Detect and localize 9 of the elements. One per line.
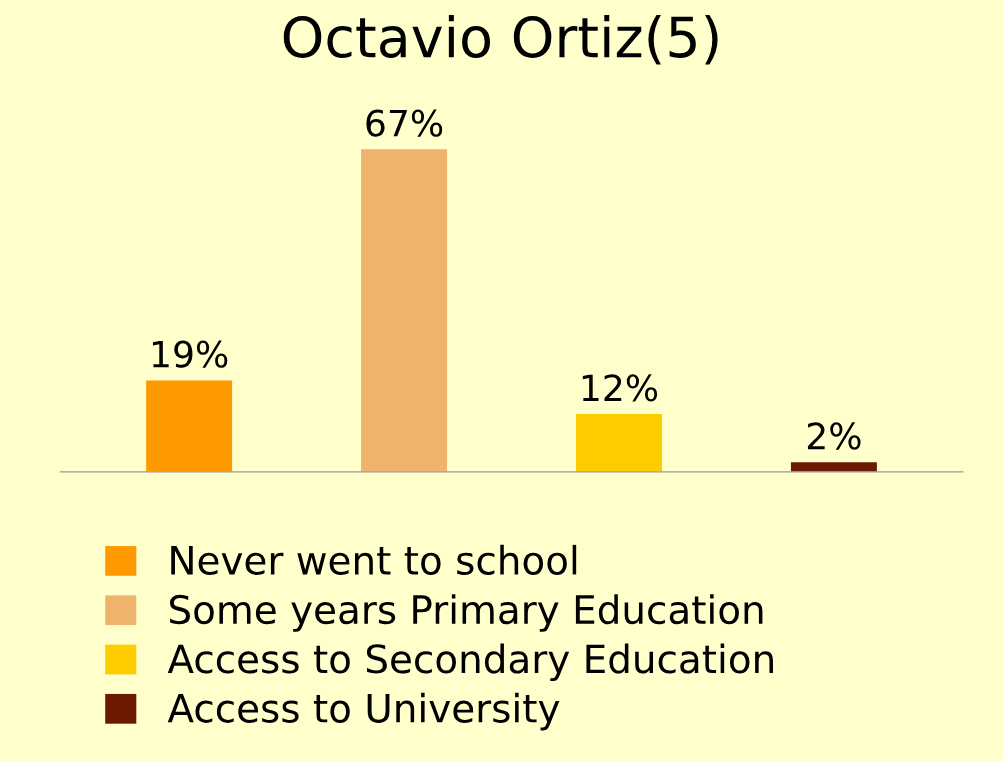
data-label: 2% xyxy=(807,422,861,450)
data-label: 19% xyxy=(152,340,228,368)
data-label: 67% xyxy=(366,109,443,137)
legend-label: Some years Primary Education xyxy=(170,594,763,632)
chart-title: Octavio Ortiz(5) xyxy=(283,14,718,65)
data-label: 12% xyxy=(582,374,658,402)
legend-label: Access to University xyxy=(167,692,560,731)
legend-label: Access to Secondary Education xyxy=(167,643,773,682)
legend-label: Never went to school xyxy=(171,544,577,575)
